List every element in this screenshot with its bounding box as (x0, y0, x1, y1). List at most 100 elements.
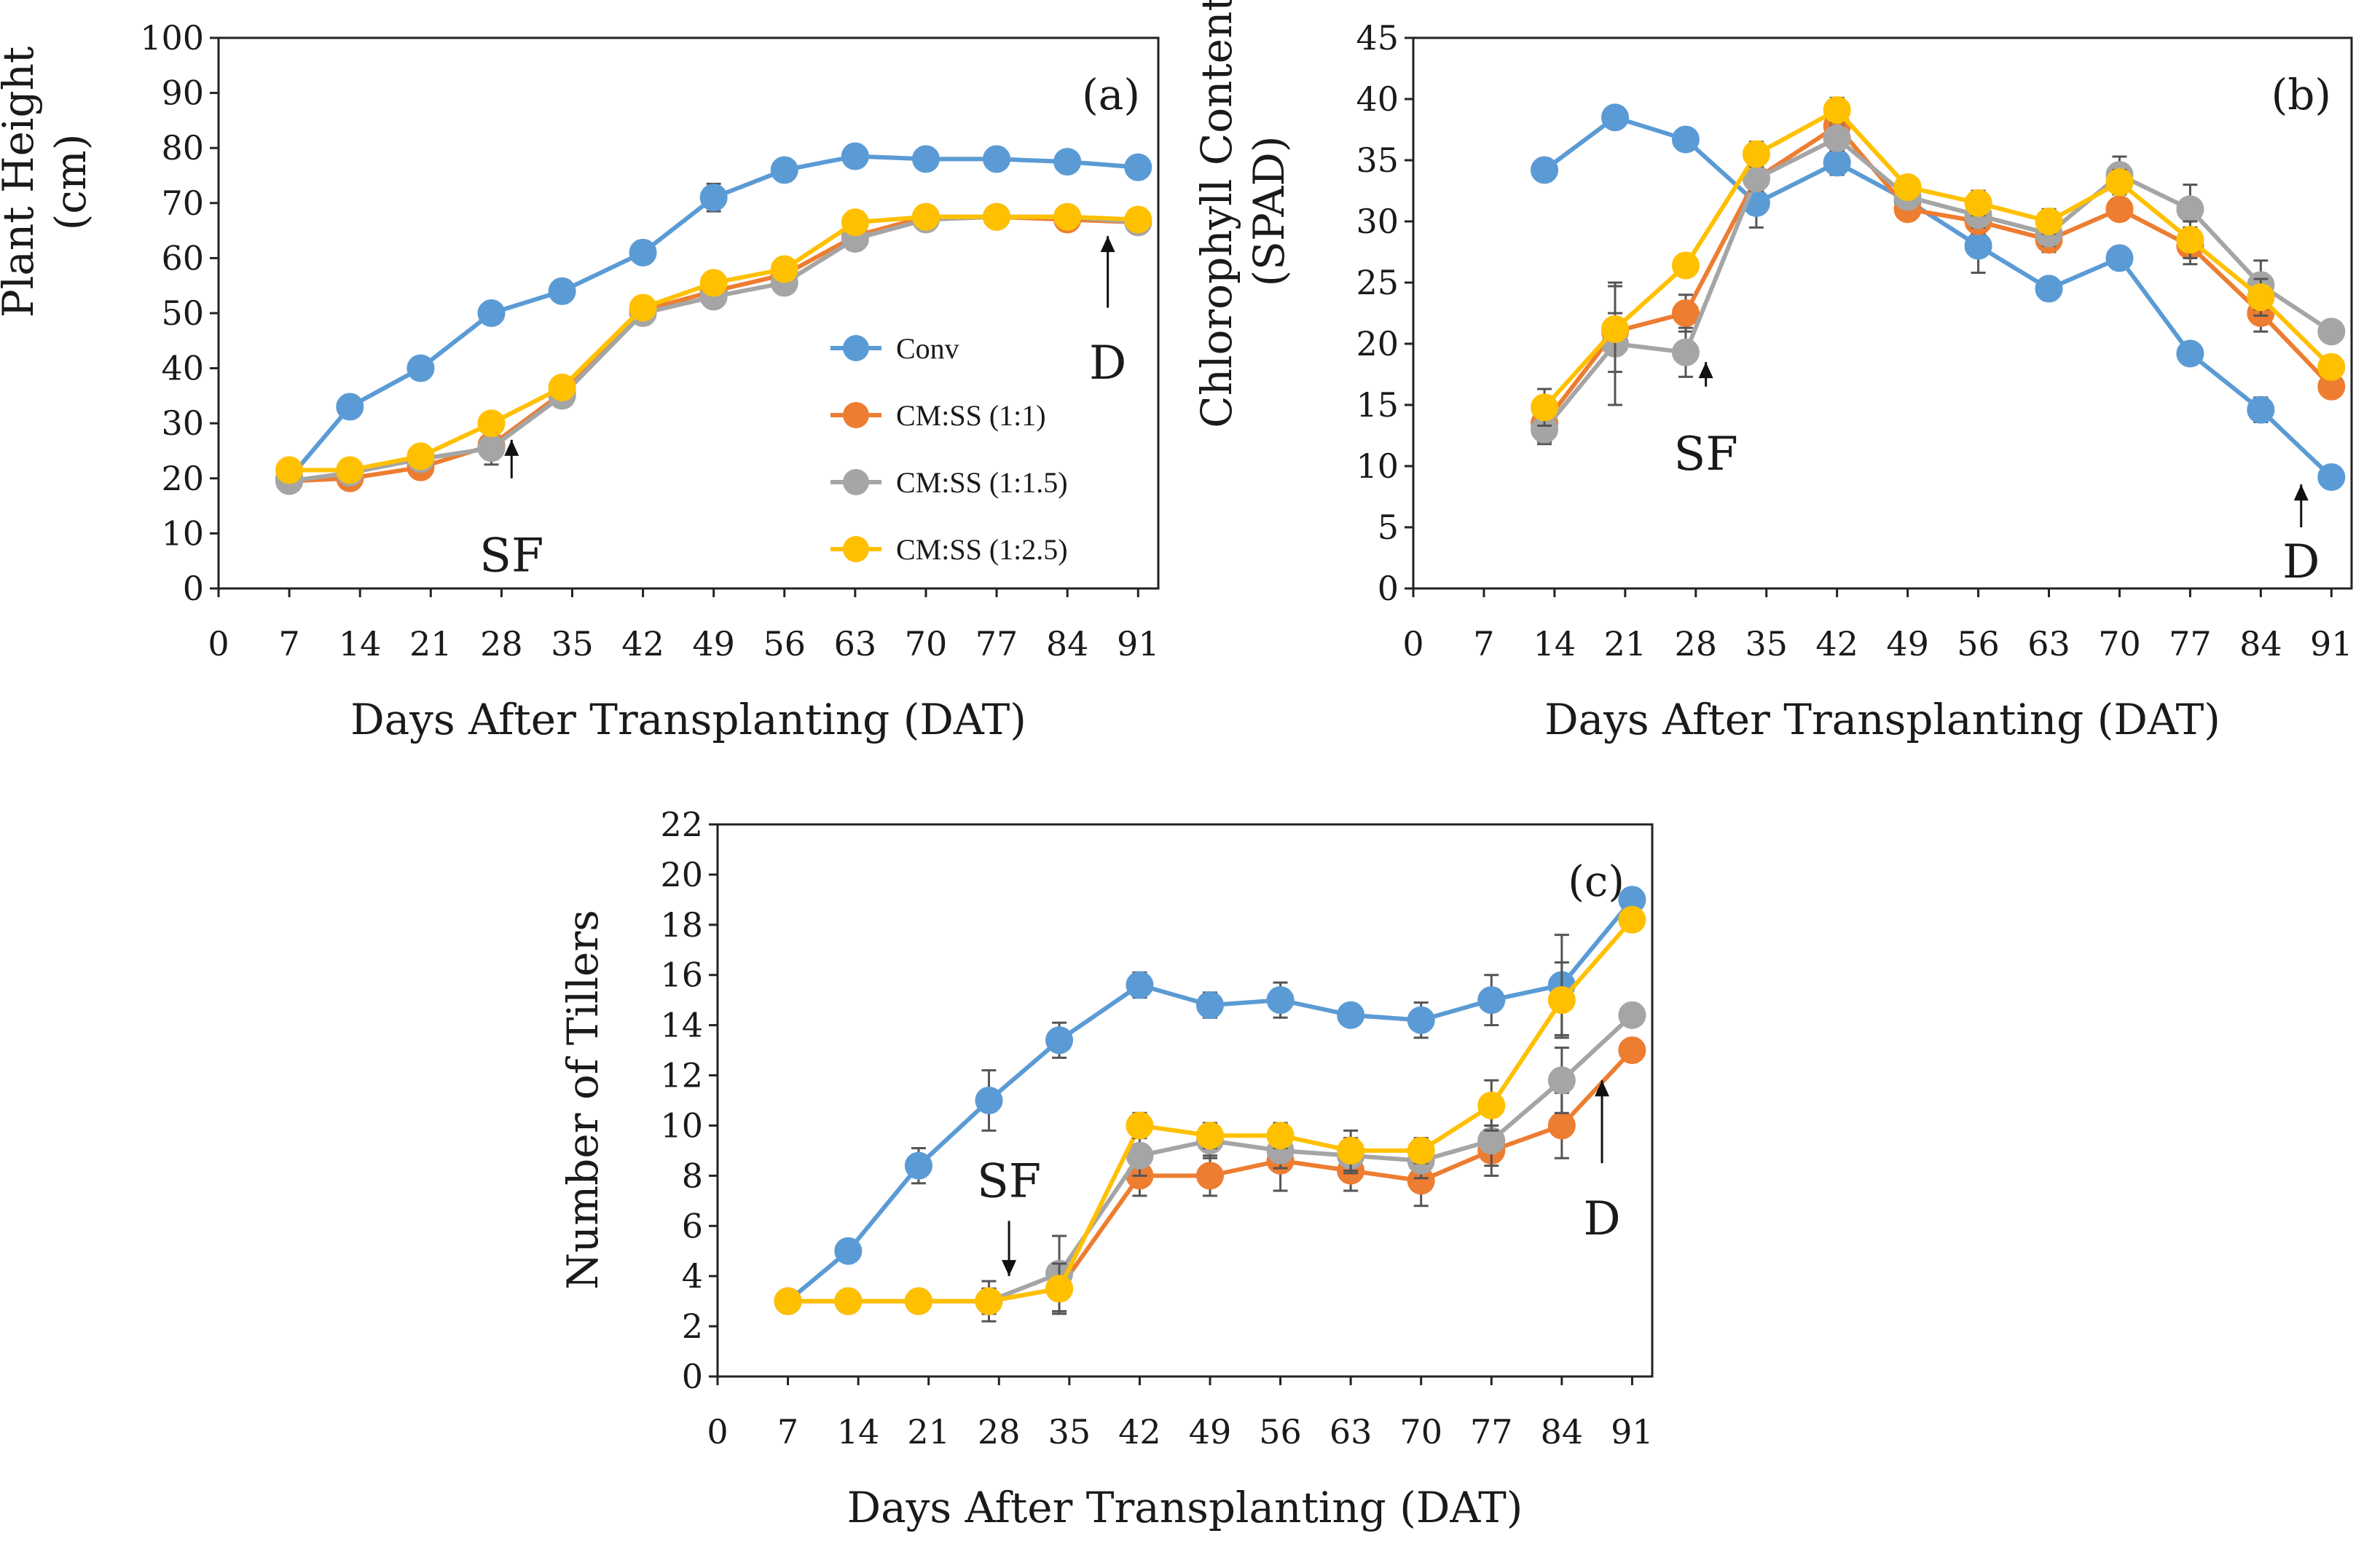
data-point (770, 156, 798, 184)
x-tick-label: 0 (707, 1412, 728, 1451)
y-axis-title-line: Plant Height (0, 47, 43, 318)
y-tick-label: 20 (161, 459, 204, 498)
y-tick-label: 90 (161, 74, 204, 113)
data-point (1407, 1136, 1435, 1165)
x-tick-label: 35 (1745, 624, 1788, 663)
chart-a: 0 10 20 30 40 50 60 70 80 90 100 0 7 14 21 28 35 42 49 56 63… (0, 18, 1160, 744)
legend-label: CM:SS (1:1.5) (896, 466, 1068, 499)
series-CM:SS (1:1.5) (1531, 124, 2346, 446)
series-CM:SS (1:2.5) (275, 202, 1152, 484)
annotation-arrow-head (1100, 236, 1115, 253)
data-point (975, 1287, 1003, 1315)
data-point (336, 393, 364, 421)
data-point (1407, 1006, 1435, 1034)
annotation-arrow-head (2293, 484, 2309, 501)
annotation-arrow-head (1002, 1260, 1017, 1277)
legend-swatch-marker (843, 536, 869, 562)
plot-area-b (1412, 36, 2353, 590)
data-point (1053, 148, 1082, 176)
data-point (1053, 202, 1082, 231)
data-point (841, 142, 869, 170)
x-tick-label: 56 (763, 624, 806, 663)
data-point (2105, 168, 2134, 197)
data-point (1195, 1122, 1224, 1150)
y-tick-label: 40 (161, 349, 204, 388)
data-point (770, 255, 798, 283)
y-tick-label: 18 (660, 905, 703, 945)
x-tick-label: 49 (1886, 624, 1929, 663)
data-point (975, 1087, 1003, 1114)
data-point (477, 434, 506, 462)
data-point (904, 1287, 932, 1315)
panel-label: (c) (1568, 856, 1625, 906)
x-tick-label: 84 (1541, 1412, 1584, 1451)
annotation-SF: SF (1674, 362, 1738, 481)
y-axis-title-line: (SPAD) (1244, 135, 1294, 286)
y-tick-label: 25 (1356, 263, 1399, 302)
data-point (1337, 1136, 1365, 1165)
data-point (1823, 149, 1851, 177)
x-tick-label: 28 (978, 1412, 1021, 1451)
x-tick-label: 77 (975, 624, 1018, 663)
y-axis-title: Chlorophyll Content(SPAD) (1192, 0, 1294, 428)
data-point (1671, 338, 1700, 366)
data-point (1531, 393, 1559, 422)
x-tick-label: 77 (1470, 1412, 1513, 1451)
x-tick-label: 0 (1402, 624, 1423, 663)
data-point (548, 374, 576, 402)
x-axis-title: Days After Transplanting (DAT) (1544, 695, 2220, 744)
series-CM:SS (1:2.5) (774, 905, 1646, 1315)
legend-swatch-marker (843, 402, 869, 428)
x-tick-label: 42 (1815, 624, 1858, 663)
x-tick-label: 63 (834, 624, 877, 663)
x-tick-label: 56 (1259, 1412, 1302, 1451)
legend-label: Conv (896, 332, 959, 365)
legend-label: CM:SS (1:2.5) (896, 533, 1068, 566)
data-point (1531, 156, 1559, 184)
data-point (1195, 1162, 1224, 1190)
data-point (336, 456, 364, 484)
x-tick-label: 91 (1611, 1412, 1654, 1451)
series-line (1543, 115, 2333, 479)
x-tick-label: 35 (1048, 1412, 1091, 1451)
x-tick-label: 0 (208, 624, 229, 663)
data-point (699, 184, 728, 212)
data-point (1742, 140, 1770, 168)
y-tick-label: 60 (161, 238, 204, 277)
data-point (629, 294, 657, 322)
data-point (1618, 1001, 1646, 1029)
data-point (841, 208, 869, 237)
x-tick-label: 28 (480, 624, 523, 663)
y-tick-label: 30 (1356, 202, 1399, 241)
x-tick-label: 42 (1118, 1412, 1161, 1451)
data-point (1126, 1111, 1154, 1140)
data-point (1893, 173, 1922, 201)
data-point (1477, 986, 1506, 1015)
data-point (904, 1151, 932, 1180)
data-point (2105, 244, 2134, 272)
data-point (1126, 971, 1154, 999)
y-tick-label: 35 (1356, 141, 1399, 180)
data-point (1547, 1111, 1576, 1140)
y-tick-label: 10 (660, 1106, 703, 1145)
data-point (774, 1287, 802, 1315)
data-point (1671, 251, 1700, 280)
plot-area-a (217, 36, 1160, 590)
annotation-label: SF (977, 1154, 1041, 1208)
data-point (1045, 1275, 1074, 1303)
annotation-label: D (1583, 1192, 1620, 1246)
data-point (407, 354, 435, 382)
y-tick-label: 8 (682, 1156, 703, 1195)
x-tick-label: 21 (907, 1412, 950, 1451)
x-tick-label: 35 (551, 624, 594, 663)
data-point (1547, 1066, 1576, 1095)
series-CM:SS (1:1.5) (275, 202, 1152, 495)
x-tick-label: 63 (1330, 1412, 1372, 1451)
data-point (1618, 905, 1646, 934)
x-tick-label: 56 (1957, 624, 2000, 663)
data-point (1823, 96, 1851, 125)
y-tick-label: 6 (682, 1206, 703, 1245)
data-point (1045, 1026, 1074, 1055)
data-point (834, 1237, 863, 1265)
y-tick-label: 30 (161, 403, 204, 443)
